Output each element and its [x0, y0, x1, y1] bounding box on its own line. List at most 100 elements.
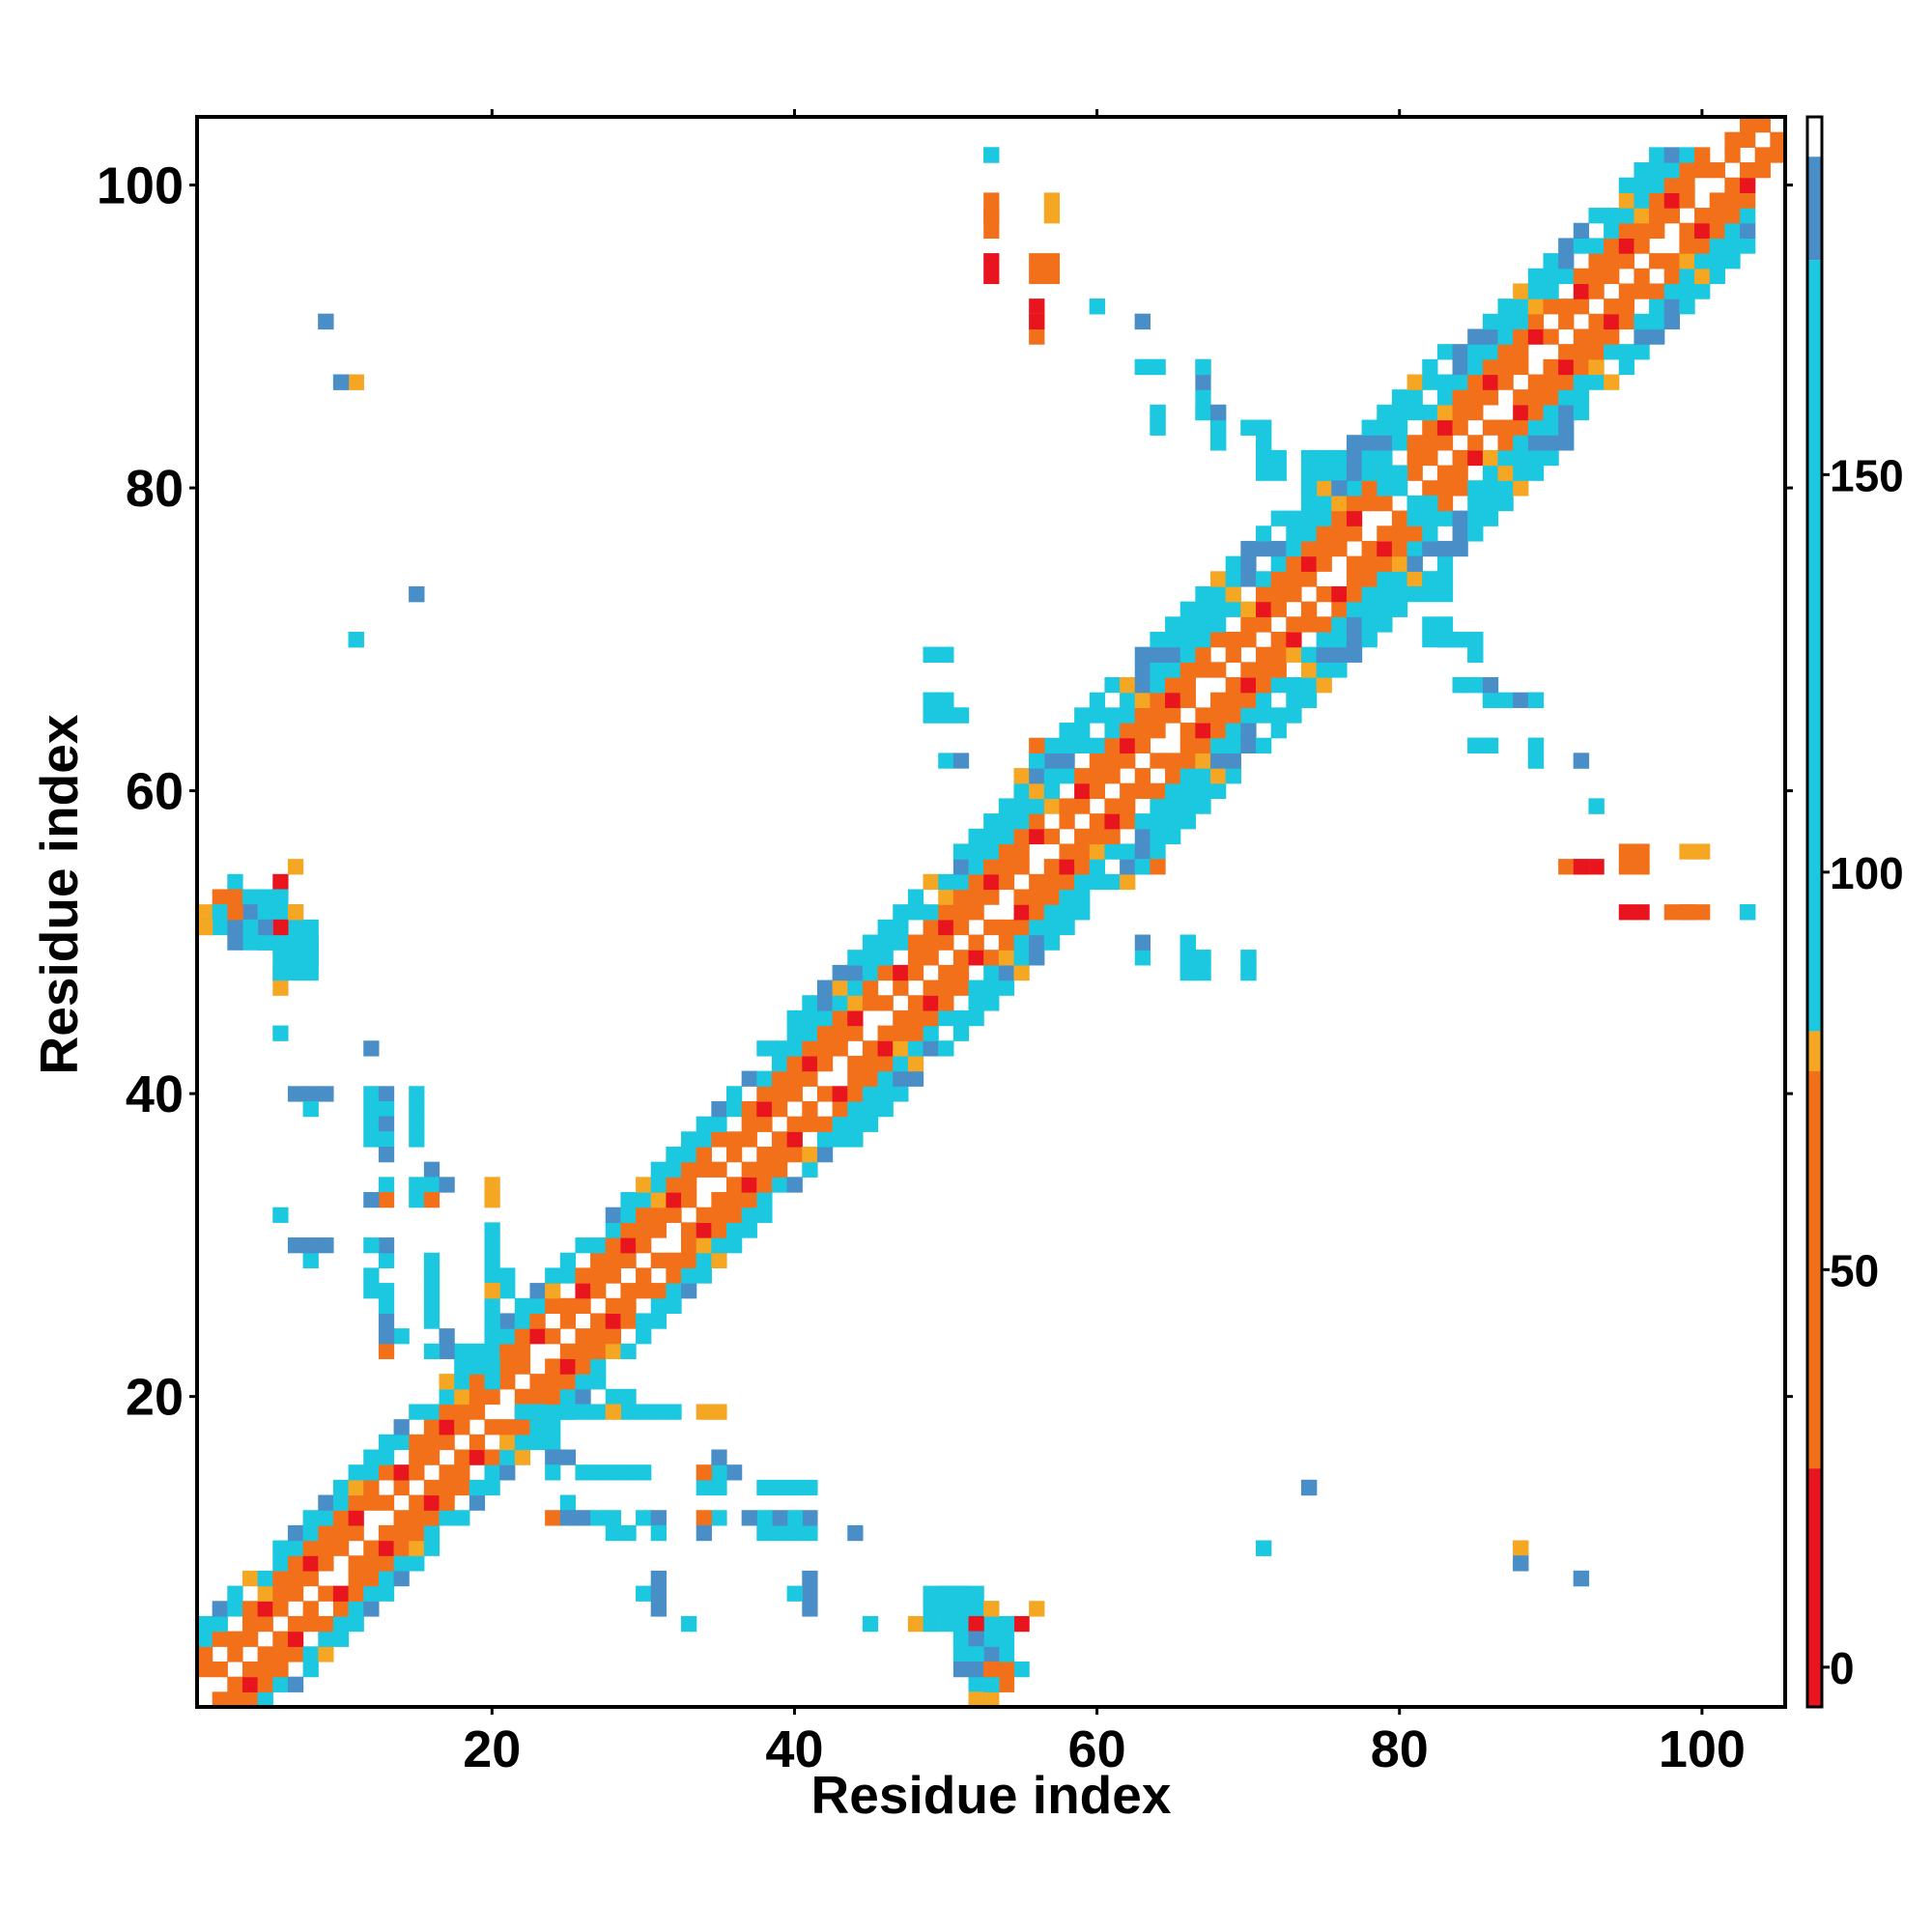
heatmap-cell — [227, 904, 243, 921]
heatmap-cell — [302, 1524, 319, 1542]
heatmap-cell — [1377, 601, 1393, 617]
heatmap-cell — [605, 1510, 621, 1526]
heatmap-cell — [1634, 208, 1650, 224]
heatmap-cell — [559, 1510, 577, 1526]
heatmap-cell — [1029, 298, 1045, 315]
heatmap-cell — [363, 1494, 380, 1511]
heatmap-cell — [681, 1192, 697, 1208]
heatmap-cell — [212, 919, 228, 936]
heatmap-cell — [1618, 859, 1635, 875]
heatmap-cell — [1210, 707, 1227, 724]
heatmap-cell — [1104, 813, 1121, 830]
heatmap-cell — [1195, 646, 1211, 663]
heatmap-cell — [1043, 934, 1061, 951]
heatmap-cell — [711, 1449, 727, 1465]
heatmap-cell — [1724, 253, 1741, 270]
heatmap-cell — [1527, 692, 1545, 708]
heatmap-cell — [1634, 222, 1650, 240]
heatmap-cell — [1043, 859, 1061, 875]
heatmap-cell — [348, 1524, 364, 1542]
heatmap-cell — [952, 859, 970, 875]
heatmap-cell — [1270, 631, 1287, 648]
heatmap-cell — [1256, 465, 1272, 481]
heatmap-cell — [1663, 162, 1680, 179]
heatmap-cell — [1406, 555, 1423, 572]
heatmap-cell — [907, 1009, 924, 1027]
heatmap-cell — [1497, 298, 1514, 315]
heatmap-cell — [938, 707, 954, 724]
heatmap-cell — [499, 1358, 516, 1375]
heatmap-cell — [1210, 585, 1227, 603]
heatmap-cell — [1649, 147, 1665, 163]
heatmap-cell — [756, 1040, 773, 1057]
heatmap-cell — [786, 1055, 803, 1072]
heatmap-cell — [484, 1464, 500, 1481]
heatmap-cell — [272, 950, 289, 966]
heatmap-cell — [636, 1283, 652, 1299]
heatmap-cell — [952, 873, 970, 891]
heatmap-cell — [952, 964, 970, 981]
heatmap-cell — [1195, 631, 1211, 648]
heatmap-cell — [1043, 208, 1061, 224]
heatmap-cell — [1300, 449, 1318, 467]
heatmap-cell — [1527, 389, 1545, 406]
heatmap-cell — [952, 950, 970, 966]
heatmap-cell — [1604, 344, 1620, 360]
heatmap-cell — [439, 1510, 455, 1526]
heatmap-cell — [242, 904, 259, 921]
heatmap-cell — [1300, 510, 1318, 526]
heatmap-cell — [575, 1464, 591, 1481]
heatmap-cell — [529, 1283, 546, 1299]
heatmap-cell — [650, 1161, 667, 1178]
heatmap-cell — [1210, 737, 1227, 753]
heatmap-cell — [363, 1601, 380, 1617]
heatmap-cell — [514, 1313, 531, 1329]
heatmap-cell — [1195, 753, 1211, 769]
top-axis-ticks — [490, 109, 1704, 117]
heatmap-cell — [1104, 737, 1121, 753]
heatmap-cell — [605, 1222, 621, 1238]
heatmap-cell — [1573, 328, 1590, 345]
heatmap-cell — [998, 1615, 1015, 1633]
heatmap-cell — [1059, 919, 1075, 936]
heatmap-cell — [1120, 677, 1136, 694]
heatmap-cell — [1694, 253, 1711, 270]
heatmap-cell — [620, 1404, 637, 1420]
heatmap-cell — [786, 1116, 803, 1132]
heatmap-cell — [1649, 313, 1665, 330]
heatmap-cell — [1210, 571, 1227, 587]
heatmap-cell — [1527, 268, 1545, 285]
heatmap-cell — [242, 934, 259, 951]
heatmap-cell — [1482, 677, 1499, 694]
heatmap-cell — [348, 1510, 364, 1526]
heatmap-cell — [1210, 419, 1227, 436]
heatmap-cell — [1497, 435, 1514, 451]
heatmap-cell — [847, 995, 864, 1011]
heatmap-cell — [998, 919, 1015, 936]
heatmap-cell — [484, 1192, 500, 1208]
heatmap-cell — [952, 843, 970, 860]
heatmap-cell — [1482, 692, 1499, 708]
heatmap-cell — [1634, 904, 1650, 921]
heatmap-cell — [1256, 737, 1272, 753]
heatmap-cell — [212, 904, 228, 921]
heatmap-cell — [1527, 465, 1545, 481]
heatmap-cell — [711, 1116, 727, 1132]
heatmap-cell — [786, 1025, 803, 1041]
heatmap-cell — [1195, 768, 1211, 784]
heatmap-cell — [1558, 268, 1575, 285]
heatmap-cell — [529, 1328, 546, 1345]
heatmap-cell — [1059, 753, 1075, 769]
heatmap-cell — [1513, 465, 1529, 481]
right-axis-ticks — [1785, 184, 1793, 1399]
x-tick-label: 40 — [765, 1720, 823, 1778]
heatmap-cell — [1452, 465, 1468, 481]
heatmap-cell — [1286, 526, 1302, 542]
heatmap-cell — [1740, 238, 1756, 254]
heatmap-cell — [1120, 843, 1136, 860]
heatmap-cell — [893, 1055, 909, 1072]
heatmap-cell — [197, 1646, 213, 1662]
heatmap-cell — [242, 1570, 259, 1587]
heatmap-cell — [1618, 904, 1635, 921]
